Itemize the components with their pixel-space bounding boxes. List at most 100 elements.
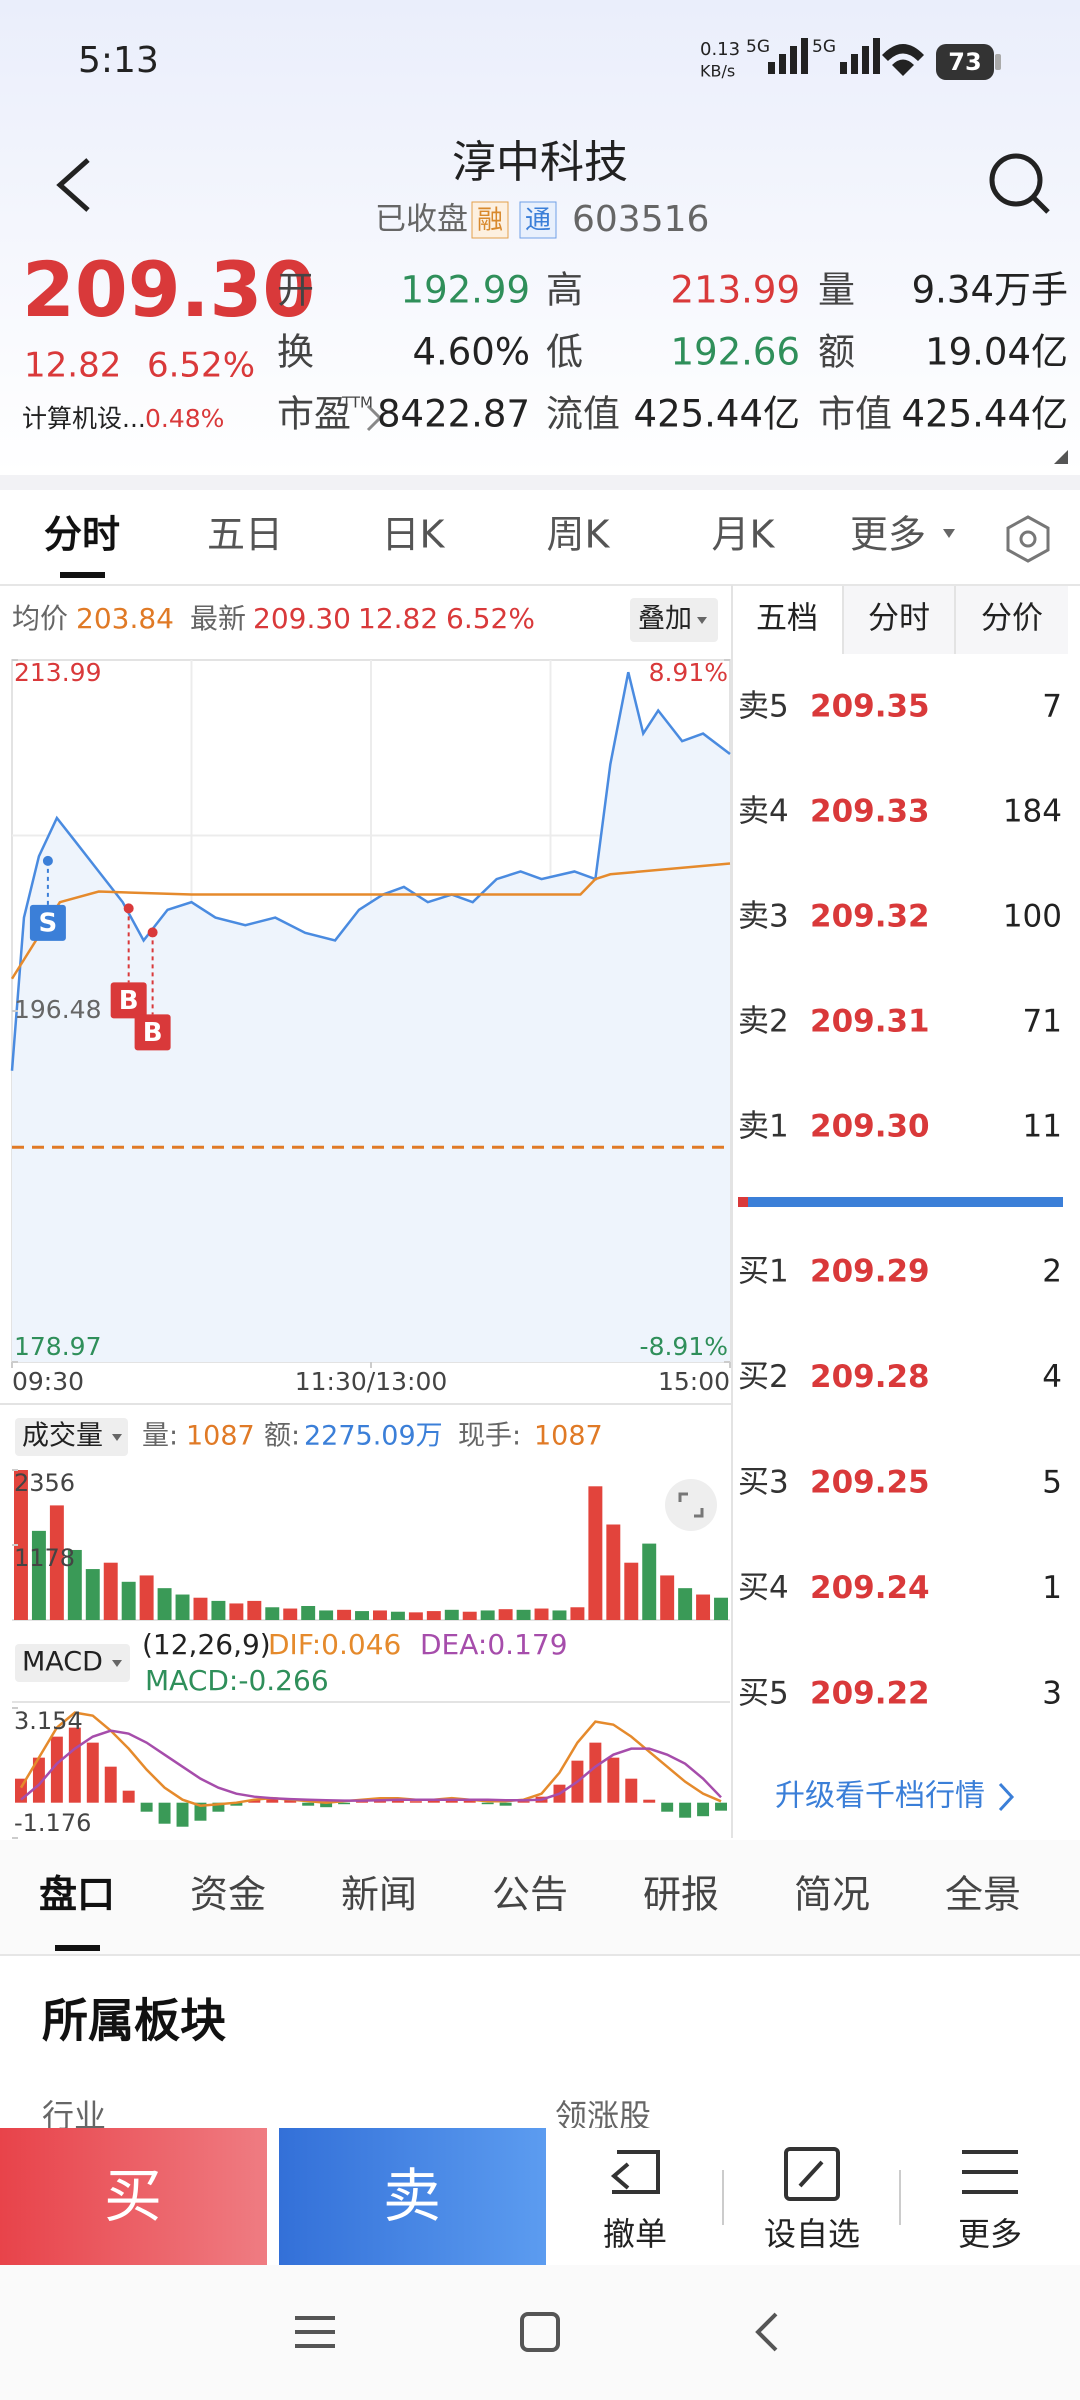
tab-underline: [55, 1945, 100, 1951]
volume-bar: [14, 1470, 28, 1620]
macd-line: [19, 1711, 722, 1807]
dropdown-caret: [112, 1660, 122, 1667]
net-type: 5G: [746, 37, 770, 57]
book-label: 买2: [738, 1359, 789, 1395]
book-price: 209.31: [810, 1004, 930, 1040]
dropdown-caret: [697, 617, 707, 624]
sell-button[interactable]: [279, 2128, 546, 2265]
macd-selector[interactable]: [15, 1644, 130, 1682]
volume-selector[interactable]: [15, 1418, 128, 1456]
divider: [0, 475, 1080, 490]
macd-bar: [32, 1757, 45, 1803]
chart-tab: 更多: [850, 513, 926, 557]
book-tab: 五档: [756, 601, 818, 637]
macd-bar: [212, 1802, 225, 1812]
sell-label: 卖: [383, 2162, 441, 2230]
change: 12.82: [24, 346, 121, 386]
macd-bar: [661, 1802, 674, 1812]
expand-corner: [1054, 450, 1068, 464]
marker-box: [134, 1014, 171, 1051]
volume-info: 额:: [264, 1421, 300, 1452]
avg-label: 均价: [12, 602, 68, 635]
volume-bar: [229, 1603, 244, 1620]
last-label: 最新: [190, 602, 246, 635]
volume-bar: [301, 1605, 316, 1620]
y-tick-label: 3.154: [14, 1707, 83, 1735]
buy-button[interactable]: [0, 2128, 267, 2265]
dropdown-caret: [112, 1434, 122, 1441]
book-tab: 分价: [981, 601, 1043, 637]
market-status: 已收盘: [375, 202, 468, 238]
stat-value: 8422.87: [377, 393, 530, 436]
volume-bar: [426, 1611, 441, 1620]
marker-box: [29, 904, 66, 941]
marker-label: B: [119, 986, 139, 1016]
bottom-tabs-bg: [0, 1840, 1080, 1955]
volume-bar: [139, 1575, 154, 1620]
last-pct: 6.52%: [446, 602, 535, 635]
macd-bar: [338, 1802, 351, 1805]
badge-margin: 融: [477, 206, 503, 236]
nav-bar: [0, 2265, 1080, 2400]
macd-bar: [302, 1802, 315, 1806]
marker-dot: [123, 903, 134, 914]
macd-bar: [589, 1742, 602, 1803]
macd-bar: [463, 1799, 476, 1803]
volume-bar: [265, 1607, 280, 1620]
stat-label: 量: [818, 269, 855, 312]
chart-tab: 周K: [547, 513, 611, 557]
volume-bar: [516, 1609, 531, 1620]
macd-bar: [176, 1802, 189, 1827]
book-label: 卖5: [738, 689, 789, 725]
macd-bar: [86, 1742, 99, 1803]
book-price: 209.32: [810, 899, 930, 935]
stat-value: 192.99: [401, 269, 530, 312]
dropdown-caret: [943, 529, 955, 538]
book-tab-active[interactable]: [733, 586, 843, 654]
volume-bar: [570, 1607, 585, 1620]
action-icons: [610, 2147, 1018, 2201]
macd-bar: [140, 1802, 153, 1812]
action-label: 撤单: [603, 2215, 667, 2253]
book-qty: 1: [1042, 1570, 1062, 1606]
status-time: 5:13: [78, 40, 159, 81]
stat-value: 9.34万手: [912, 269, 1068, 312]
macd-bar: [499, 1802, 512, 1806]
stat-value: 425.44亿: [902, 393, 1068, 436]
info-tab: 全景: [945, 1873, 1021, 1917]
back-button[interactable]: [56, 158, 90, 212]
book-price: 209.24: [810, 1570, 930, 1606]
book-label: 买1: [738, 1254, 789, 1290]
volume-bar: [498, 1609, 513, 1620]
volume-bar: [373, 1610, 387, 1620]
settings-button[interactable]: [1006, 515, 1050, 563]
macd-bar: [715, 1802, 727, 1811]
macd-bar: [158, 1802, 171, 1824]
stat-value: 4.60%: [412, 331, 530, 374]
overlay-button[interactable]: [630, 598, 718, 642]
book-qty: 4: [1042, 1359, 1062, 1395]
volume-bar: [534, 1608, 549, 1620]
badge: [471, 201, 509, 239]
macd-bar: [427, 1799, 440, 1803]
buy-label: 买: [104, 2162, 162, 2230]
volume-bar: [642, 1543, 657, 1620]
volume-bar: [355, 1611, 369, 1620]
fullscreen-button[interactable]: [665, 1479, 717, 1531]
search-button[interactable]: [989, 153, 1050, 214]
volume-bar: [588, 1486, 603, 1620]
macd-bar: [697, 1802, 710, 1817]
chart-tab: 日K: [382, 513, 446, 557]
x-tick-label: 15:00: [658, 1367, 730, 1396]
macd-params: (12,26,9): [142, 1628, 271, 1661]
nav-icons: [295, 2312, 778, 2352]
book-label: 卖1: [738, 1109, 789, 1145]
stat-label: 流值: [546, 393, 620, 436]
marker-dot: [147, 927, 158, 938]
signal-icons: [768, 38, 924, 76]
avg-value: 203.84: [76, 602, 174, 635]
volume-bar: [49, 1505, 64, 1620]
stat-value: 192.66: [671, 331, 800, 374]
tab-underline: [60, 572, 105, 578]
